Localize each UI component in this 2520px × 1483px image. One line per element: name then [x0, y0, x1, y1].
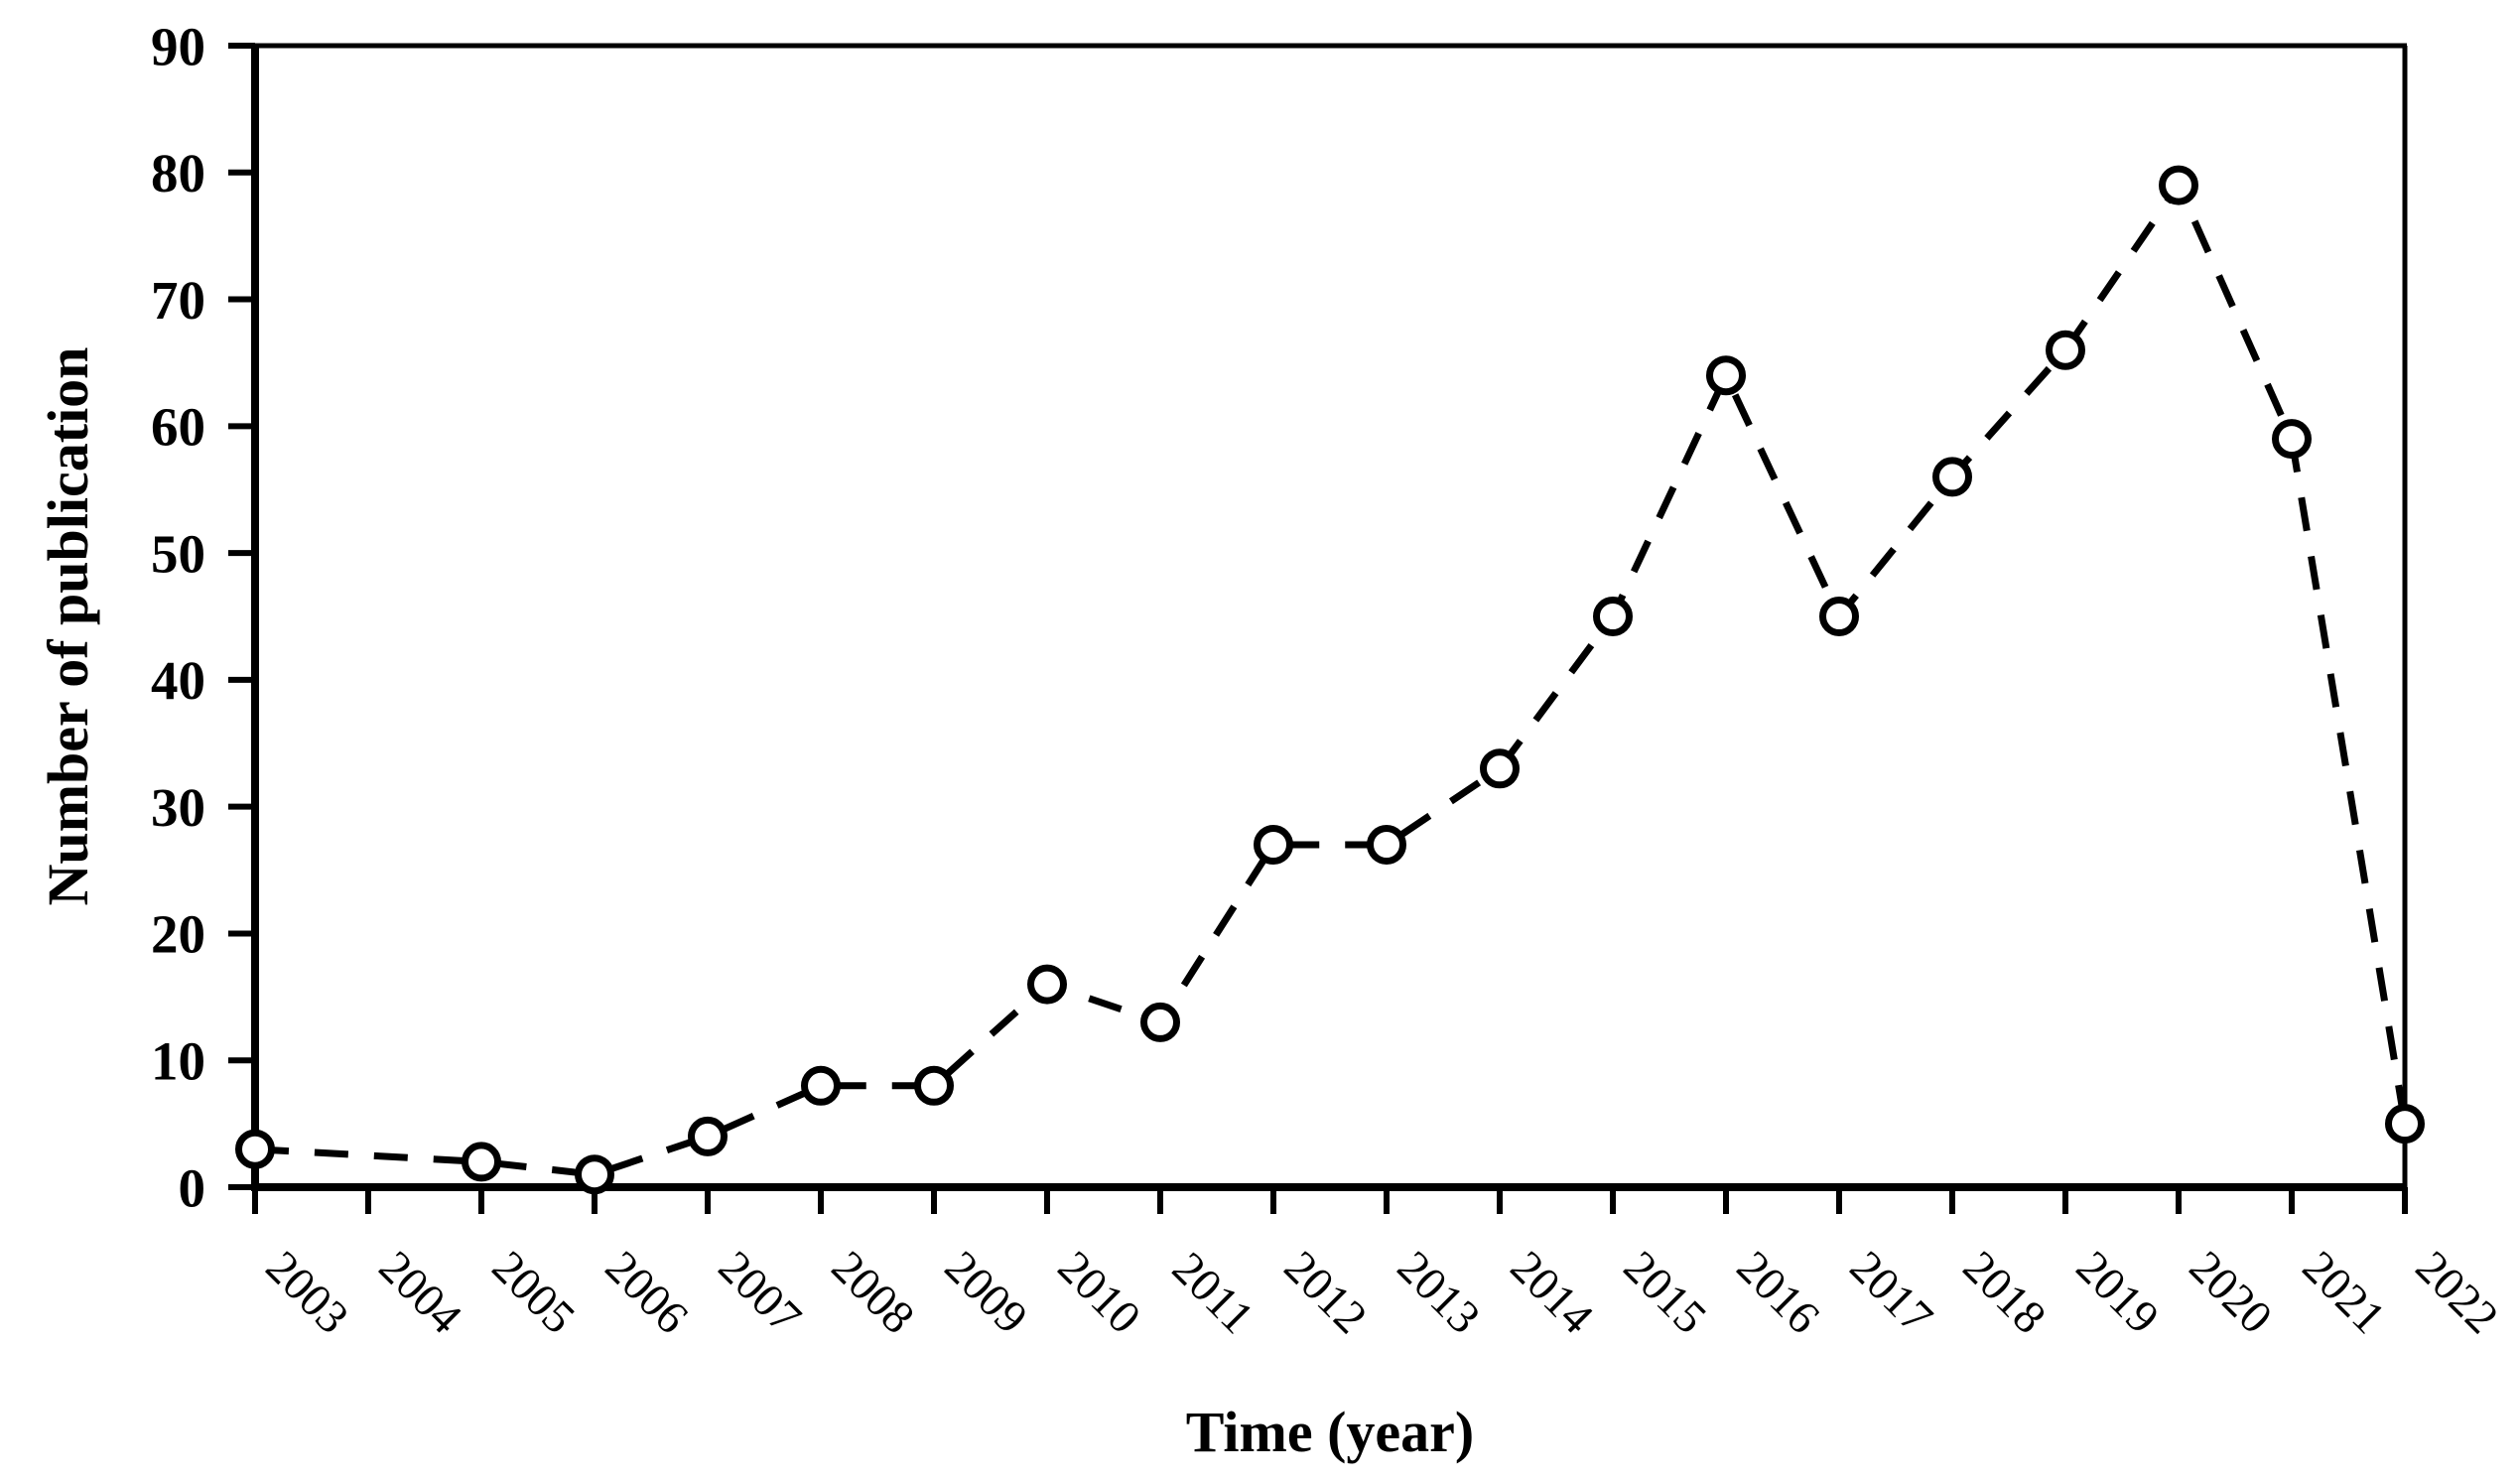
- data-point-2003: [235, 1129, 275, 1169]
- x-tick-label-2008: 2008: [822, 1242, 924, 1344]
- data-point-2005: [462, 1142, 501, 1182]
- x-tick-label-2020: 2020: [2180, 1242, 2282, 1344]
- y-tick-label-40: 40: [151, 650, 205, 711]
- data-point-2018: [1932, 457, 1972, 497]
- y-tick-label-50: 50: [151, 523, 205, 584]
- y-tick-label-0: 0: [179, 1157, 206, 1218]
- x-tick-label-2013: 2013: [1388, 1242, 1490, 1344]
- y-tick-label-80: 80: [151, 143, 205, 203]
- data-point-2021: [2272, 419, 2312, 460]
- x-tick-label-2019: 2019: [2066, 1242, 2169, 1344]
- y-tick-label-30: 30: [151, 777, 205, 838]
- data-point-2015: [1593, 597, 1633, 636]
- data-series: [235, 165, 2425, 1195]
- data-point-2014: [1480, 748, 1520, 789]
- x-tick-label-2021: 2021: [2293, 1242, 2395, 1344]
- x-tick-label-2003: 2003: [256, 1242, 358, 1344]
- x-axis-title: Time (year): [1186, 1400, 1474, 1464]
- data-point-2020: [2159, 165, 2198, 205]
- data-series-line: [254, 178, 2409, 1178]
- y-tick-label-10: 10: [151, 1030, 205, 1091]
- axis-ticks: [228, 43, 2408, 1214]
- data-point-2011: [1140, 1002, 1180, 1042]
- x-tick-label-2010: 2010: [1048, 1242, 1150, 1344]
- x-tick-label-2018: 2018: [1953, 1242, 2056, 1344]
- x-tick-label-2015: 2015: [1614, 1242, 1716, 1344]
- y-tick-label-20: 20: [151, 904, 205, 965]
- y-axis-title: Number of publication: [36, 347, 100, 906]
- data-point-2010: [1027, 964, 1067, 1005]
- data-point-2019: [2046, 330, 2085, 370]
- data-point-2017: [1819, 597, 1859, 636]
- x-tick-label-2006: 2006: [596, 1242, 698, 1344]
- data-point-2008: [801, 1065, 841, 1106]
- x-tick-label-2009: 2009: [935, 1242, 1037, 1344]
- y-tick-label-60: 60: [151, 397, 205, 458]
- data-point-2016: [1706, 355, 1746, 396]
- x-tick-label-2014: 2014: [1501, 1242, 1603, 1344]
- x-tick-label-2016: 2016: [1727, 1242, 1829, 1344]
- data-point-2007: [688, 1116, 728, 1156]
- plot-frame: [251, 43, 2408, 1191]
- x-tick-label-2017: 2017: [1840, 1242, 1942, 1344]
- x-tick-label-2012: 2012: [1274, 1242, 1377, 1344]
- data-point-2006: [575, 1154, 614, 1195]
- data-point-2013: [1367, 825, 1406, 865]
- x-tick-label-2022: 2022: [2406, 1242, 2508, 1344]
- x-tick-label-2007: 2007: [709, 1242, 811, 1344]
- data-point-2009: [914, 1065, 954, 1106]
- x-tick-label-2004: 2004: [369, 1242, 471, 1344]
- x-tick-label-2011: 2011: [1162, 1243, 1263, 1344]
- x-tick-label-2005: 2005: [482, 1242, 585, 1344]
- data-point-2012: [1254, 825, 1293, 865]
- y-tick-label-90: 90: [151, 16, 205, 76]
- data-point-2022: [2385, 1104, 2425, 1145]
- y-tick-label-70: 70: [151, 270, 205, 331]
